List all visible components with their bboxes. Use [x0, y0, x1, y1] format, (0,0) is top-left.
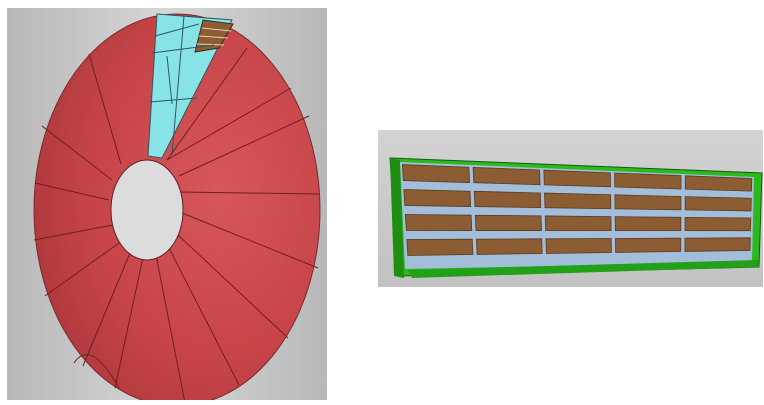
sensor-tile [684, 175, 753, 192]
sensor-tile [543, 169, 611, 188]
cyan-sector [147, 13, 233, 159]
sensor-tile [401, 164, 471, 183]
sensor-tile [614, 172, 682, 190]
sensor-tile [615, 237, 682, 253]
sensor-tile [474, 214, 542, 231]
sensor-module-inset-lines [196, 27, 232, 46]
sensor-tile [684, 237, 751, 252]
sensor-tile [475, 238, 543, 255]
center-hole [110, 159, 184, 261]
module-render-panel [378, 130, 763, 287]
sensor-tile [684, 196, 752, 212]
sensor-tile [406, 238, 474, 256]
sensor-tile [472, 166, 541, 186]
sensor-tile [403, 189, 472, 207]
sensor-tile [544, 192, 612, 210]
sensor-tile [473, 190, 542, 209]
sensor-tile [614, 194, 682, 211]
disk-render-panel [7, 8, 327, 400]
cyan-sector-lines [149, 15, 215, 156]
sensor-tile [544, 215, 612, 232]
disk-segment-lines [33, 47, 320, 400]
sensor-tile [614, 216, 682, 232]
sensor-tile [684, 216, 752, 232]
disk-render [7, 8, 327, 400]
module-foot [408, 260, 759, 278]
sensor-tiles [401, 164, 753, 256]
sensor-tile [545, 238, 612, 254]
sensor-tile [404, 214, 473, 231]
module-frame-edge [390, 158, 404, 278]
module-render [378, 130, 763, 287]
